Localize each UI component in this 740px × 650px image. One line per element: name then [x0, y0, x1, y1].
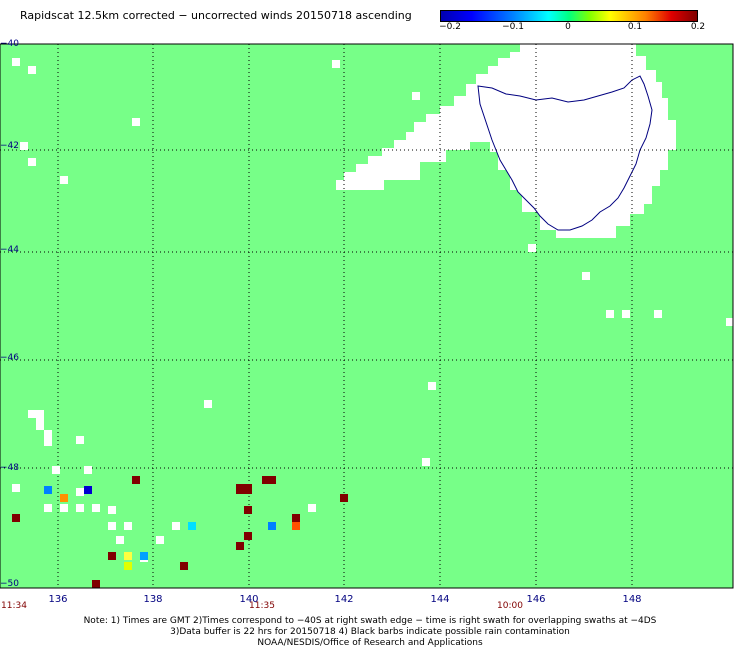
map-title: Rapidscat 12.5km corrected − uncorrected… [20, 9, 412, 22]
lon-label: 148 [622, 594, 642, 605]
lon-label: 140 [239, 594, 259, 605]
colorbar-tick: 0.1 [627, 22, 643, 32]
tasmania-coastline [477, 75, 653, 231]
colorbar-tick: 0.2 [690, 22, 706, 32]
footnote: 3)Data buffer is 22 hrs for 20150718 4) … [170, 627, 570, 637]
pass-time: 10:00 [497, 601, 523, 611]
lon-label: 136 [48, 594, 68, 605]
lat-label: −48 [0, 463, 19, 473]
lat-label: −50 [0, 579, 19, 589]
lat-label: −44 [0, 245, 19, 255]
credit-line: NOAA/NESDIS/Office of Research and Appli… [257, 638, 483, 648]
wind-difference-cells [12, 476, 348, 588]
lon-label: 144 [430, 594, 450, 605]
pass-time: 11:34 [1, 601, 27, 611]
map-frame [0, 43, 734, 589]
colorbar-tick: −0.2 [439, 22, 461, 32]
no-data-cells [12, 58, 734, 562]
lat-label: −46 [0, 353, 19, 363]
colorbar-tick: −0.1 [502, 22, 524, 32]
footnote: Note: 1) Times are GMT 2)Times correspon… [83, 616, 657, 626]
colorbar-tick: 0 [565, 22, 571, 32]
lon-label: 146 [526, 594, 546, 605]
lat-label: −42 [0, 141, 19, 151]
lat-label: −40 [0, 39, 19, 49]
colorbar [440, 10, 698, 22]
lon-label: 138 [143, 594, 163, 605]
lon-label: 142 [334, 594, 354, 605]
graticule [0, 44, 733, 588]
pass-time: 11:35 [249, 601, 275, 611]
